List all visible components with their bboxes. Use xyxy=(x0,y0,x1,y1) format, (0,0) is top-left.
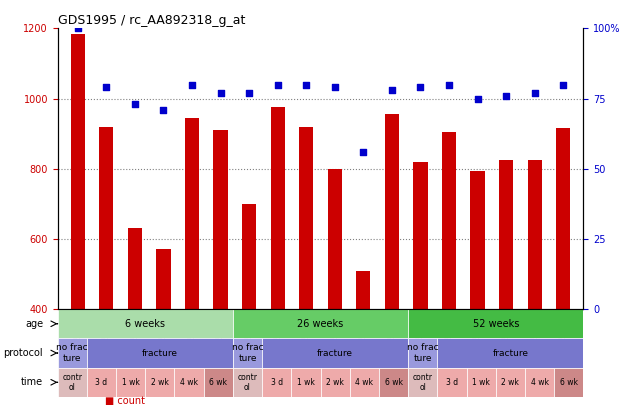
Text: 2 wk: 2 wk xyxy=(501,378,519,387)
FancyBboxPatch shape xyxy=(58,309,233,339)
Bar xyxy=(528,160,542,405)
FancyBboxPatch shape xyxy=(116,368,146,397)
Text: fracture: fracture xyxy=(317,349,353,358)
FancyBboxPatch shape xyxy=(408,309,583,339)
Text: 4 wk: 4 wk xyxy=(355,378,373,387)
Text: no frac
ture: no frac ture xyxy=(56,343,88,363)
FancyBboxPatch shape xyxy=(146,368,174,397)
Text: 3 d: 3 d xyxy=(271,378,283,387)
Text: fracture: fracture xyxy=(142,349,178,358)
Point xyxy=(101,84,112,91)
Point xyxy=(272,81,283,88)
FancyBboxPatch shape xyxy=(408,339,437,368)
Bar xyxy=(242,204,256,405)
Text: ■ count: ■ count xyxy=(105,396,145,405)
FancyBboxPatch shape xyxy=(262,339,408,368)
Point xyxy=(472,95,483,102)
Point xyxy=(415,84,426,91)
Bar xyxy=(213,130,228,405)
Text: 6 wk: 6 wk xyxy=(210,378,228,387)
FancyBboxPatch shape xyxy=(320,368,350,397)
FancyBboxPatch shape xyxy=(58,368,87,397)
FancyBboxPatch shape xyxy=(87,368,116,397)
Point xyxy=(301,81,312,88)
Bar xyxy=(128,228,142,405)
Bar xyxy=(385,114,399,405)
FancyBboxPatch shape xyxy=(525,368,554,397)
Bar xyxy=(356,271,370,405)
FancyBboxPatch shape xyxy=(291,368,320,397)
FancyBboxPatch shape xyxy=(233,339,262,368)
FancyBboxPatch shape xyxy=(87,339,233,368)
Bar xyxy=(328,169,342,405)
Text: 6 weeks: 6 weeks xyxy=(125,319,165,329)
Text: no frac
ture: no frac ture xyxy=(407,343,438,363)
Text: 26 weeks: 26 weeks xyxy=(297,319,344,329)
Point xyxy=(187,81,197,88)
Point xyxy=(72,25,83,32)
FancyBboxPatch shape xyxy=(437,368,467,397)
FancyBboxPatch shape xyxy=(437,339,583,368)
Text: 2 wk: 2 wk xyxy=(326,378,344,387)
FancyBboxPatch shape xyxy=(174,368,204,397)
FancyBboxPatch shape xyxy=(262,368,291,397)
Text: 52 weeks: 52 weeks xyxy=(472,319,519,329)
Text: 2 wk: 2 wk xyxy=(151,378,169,387)
Point xyxy=(129,101,140,107)
Text: 6 wk: 6 wk xyxy=(385,378,403,387)
FancyBboxPatch shape xyxy=(233,309,408,339)
Point xyxy=(329,84,340,91)
Point xyxy=(444,81,454,88)
Text: 1 wk: 1 wk xyxy=(297,378,315,387)
FancyBboxPatch shape xyxy=(204,368,233,397)
Point xyxy=(244,90,254,96)
Text: contr
ol: contr ol xyxy=(238,373,258,392)
Point xyxy=(215,90,226,96)
FancyBboxPatch shape xyxy=(58,339,87,368)
Point xyxy=(501,92,512,99)
Bar xyxy=(99,127,113,405)
Text: no frac
ture: no frac ture xyxy=(231,343,263,363)
Text: contr
ol: contr ol xyxy=(62,373,82,392)
Text: contr
ol: contr ol xyxy=(413,373,433,392)
Bar xyxy=(299,127,313,405)
Text: 4 wk: 4 wk xyxy=(531,378,549,387)
FancyBboxPatch shape xyxy=(379,368,408,397)
FancyBboxPatch shape xyxy=(408,368,437,397)
Bar xyxy=(499,160,513,405)
FancyBboxPatch shape xyxy=(467,368,495,397)
Text: 6 wk: 6 wk xyxy=(560,378,578,387)
Point xyxy=(387,87,397,94)
FancyBboxPatch shape xyxy=(350,368,379,397)
Point xyxy=(158,107,169,113)
Bar xyxy=(413,162,428,405)
Text: 3 d: 3 d xyxy=(446,378,458,387)
Text: 1 wk: 1 wk xyxy=(122,378,140,387)
Point xyxy=(558,81,569,88)
Bar xyxy=(470,171,485,405)
Bar xyxy=(185,118,199,405)
Text: GDS1995 / rc_AA892318_g_at: GDS1995 / rc_AA892318_g_at xyxy=(58,14,245,27)
Bar xyxy=(271,107,285,405)
Bar xyxy=(156,249,171,405)
Text: 1 wk: 1 wk xyxy=(472,378,490,387)
Bar xyxy=(556,128,570,405)
Bar xyxy=(442,132,456,405)
Text: 4 wk: 4 wk xyxy=(180,378,198,387)
Text: time: time xyxy=(21,377,43,387)
Text: protocol: protocol xyxy=(3,348,43,358)
FancyBboxPatch shape xyxy=(233,368,262,397)
Text: 3 d: 3 d xyxy=(96,378,108,387)
Point xyxy=(529,90,540,96)
Point xyxy=(358,149,369,155)
Text: fracture: fracture xyxy=(492,349,528,358)
FancyBboxPatch shape xyxy=(495,368,525,397)
Text: age: age xyxy=(25,319,43,329)
FancyBboxPatch shape xyxy=(554,368,583,397)
Bar xyxy=(71,34,85,405)
